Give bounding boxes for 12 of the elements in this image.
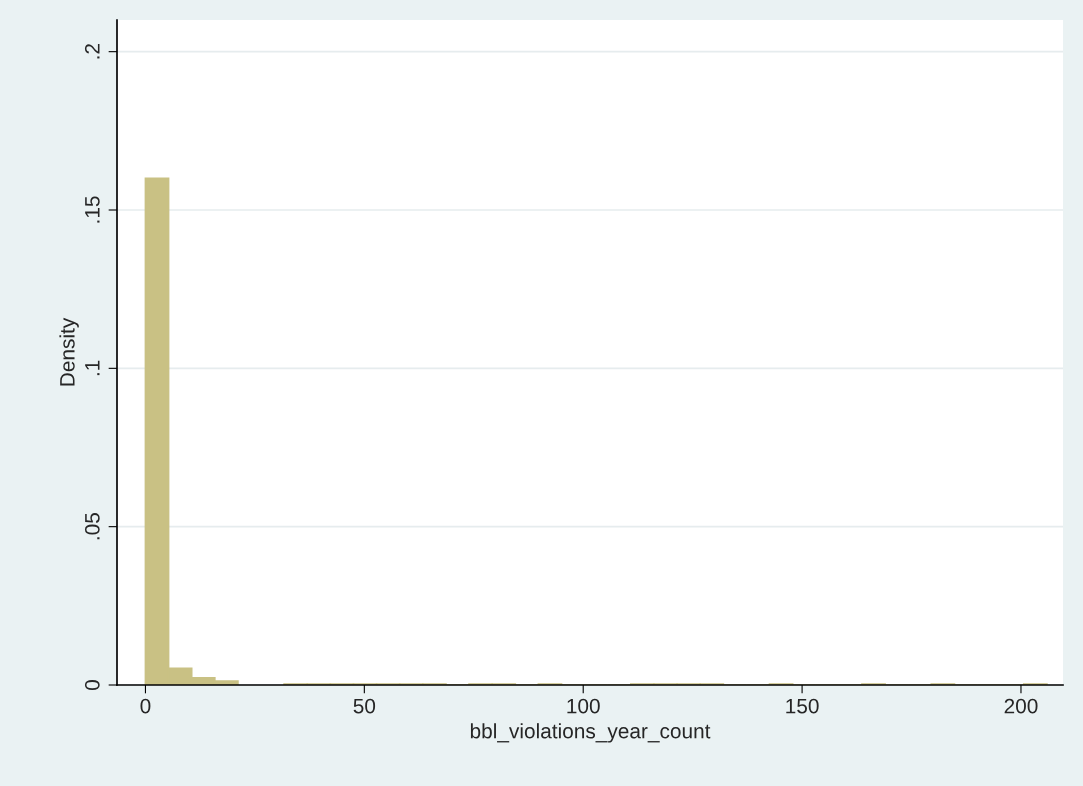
y-tick-label: .1: [85, 360, 100, 376]
y-tick-label: 0: [84, 680, 100, 690]
x-tick-label: 200: [1004, 698, 1038, 714]
y-tick-label: .15: [85, 196, 100, 223]
y-tick-label: .2: [84, 44, 100, 59]
y-tick-label: .05: [84, 513, 100, 540]
x-tick-label: 0: [140, 698, 151, 714]
x-axis-title: bbl_violations_year_count: [470, 723, 711, 743]
x-tick-label: 150: [786, 698, 819, 714]
y-axis-title: Density: [59, 317, 79, 386]
x-tick-label: 100: [567, 698, 600, 714]
x-tick-label: 50: [353, 698, 376, 714]
